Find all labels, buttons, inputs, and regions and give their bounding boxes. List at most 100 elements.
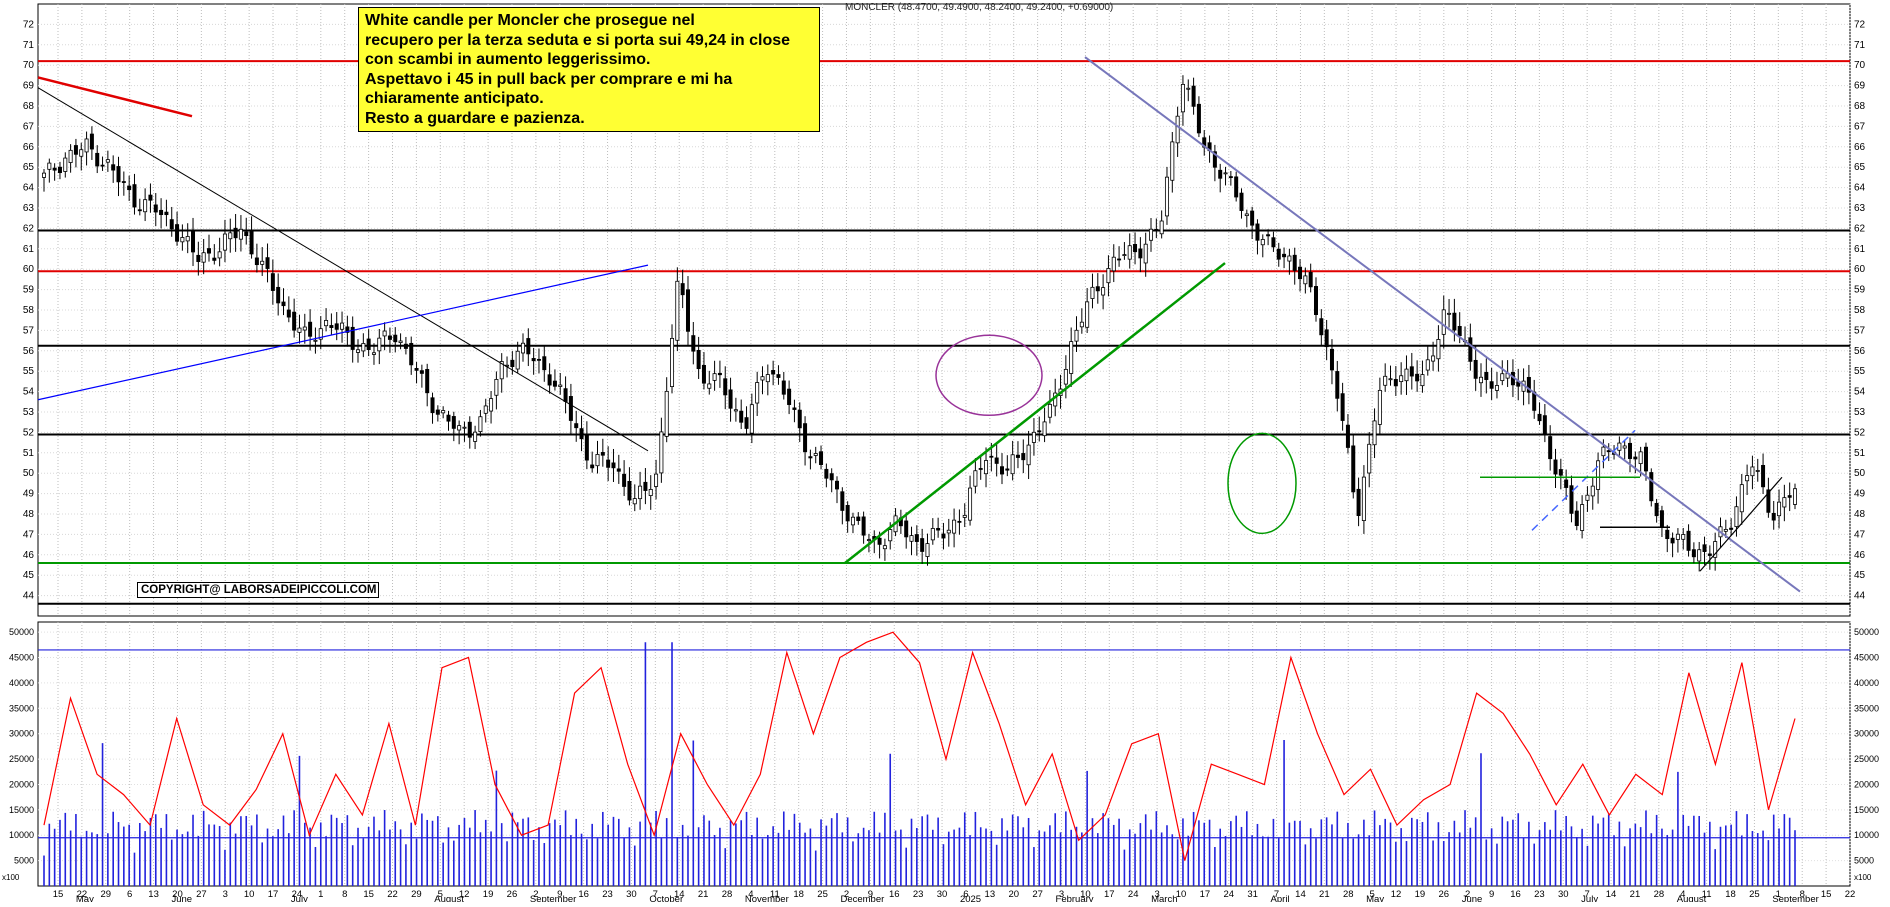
x-tick-label: 8 xyxy=(1800,889,1805,900)
candle-body xyxy=(664,390,669,437)
y-tick-label-right: 51 xyxy=(1854,448,1866,459)
candle-body xyxy=(909,535,914,542)
candle-body xyxy=(84,138,89,153)
candle-body xyxy=(1287,255,1292,262)
candle-body xyxy=(574,423,579,429)
candle-body xyxy=(483,405,488,414)
candle-body xyxy=(840,491,845,511)
x-month-label: May xyxy=(76,894,94,902)
candle-body xyxy=(1069,341,1074,374)
volume-y-tick-left: 30000 xyxy=(9,729,34,739)
candle-body xyxy=(1431,355,1436,362)
x-month-label: July xyxy=(291,894,308,902)
candle-body xyxy=(1622,445,1627,449)
y-tick-label-right: 62 xyxy=(1854,223,1866,234)
volume-y-tick-left: 50000 xyxy=(9,627,34,637)
candle-body xyxy=(1090,286,1095,299)
y-tick-label-right: 50 xyxy=(1854,468,1866,479)
candle-body xyxy=(824,468,829,479)
candle-body xyxy=(1191,85,1196,107)
x-tick-label: 3 xyxy=(1154,889,1159,900)
candle-body xyxy=(1218,169,1223,179)
candle-body xyxy=(1713,541,1718,558)
candle-body xyxy=(701,365,706,384)
y-tick-label-right: 65 xyxy=(1854,162,1866,173)
volume-y-tick-left: 25000 xyxy=(9,754,34,764)
x-month-label: 2025 xyxy=(960,894,981,902)
candle-body xyxy=(994,457,999,464)
candle-body xyxy=(340,322,345,330)
candle-body xyxy=(111,164,116,171)
candle-body xyxy=(1367,443,1372,474)
y-tick-label-left: 55 xyxy=(23,366,35,377)
candle-body xyxy=(1255,223,1260,241)
candle-body xyxy=(755,382,760,404)
candle-body xyxy=(1548,436,1553,460)
candle-body xyxy=(808,456,813,459)
candle-body xyxy=(1250,210,1255,226)
x-tick-label: 20 xyxy=(1008,889,1019,900)
candle-body xyxy=(776,374,781,378)
candle-body xyxy=(542,356,547,371)
x-tick-label: 11 xyxy=(770,889,780,900)
x-tick-label: 15 xyxy=(53,889,64,900)
candle-body xyxy=(164,211,169,216)
candle-body xyxy=(1633,456,1638,460)
candle-body xyxy=(1335,371,1340,399)
x-month-label: November xyxy=(745,894,789,902)
candle-body xyxy=(829,473,834,481)
y-tick-label-left: 57 xyxy=(23,325,35,336)
x-tick-label: 20 xyxy=(172,889,183,900)
trendline-short-up xyxy=(1699,476,1783,572)
candle-body xyxy=(153,204,158,213)
y-tick-label-left: 56 xyxy=(23,346,35,357)
x-month-label: April xyxy=(1271,894,1290,902)
candle-body xyxy=(52,167,57,171)
candle-body xyxy=(260,260,265,265)
candle-body xyxy=(691,335,696,352)
candle-body xyxy=(600,452,605,456)
candle-body xyxy=(547,374,552,386)
candle-body xyxy=(1361,476,1366,521)
candle-body xyxy=(228,232,233,240)
x-month-label: August xyxy=(1677,894,1707,902)
candle-body xyxy=(882,545,887,550)
candle-body xyxy=(494,379,499,396)
candle-body xyxy=(1175,115,1180,144)
x-tick-label: 5 xyxy=(438,889,443,900)
candle-body xyxy=(1356,488,1361,517)
candle-body xyxy=(1404,368,1409,382)
x-tick-label: 18 xyxy=(1725,889,1736,900)
candle-body xyxy=(1149,228,1154,241)
candle-body xyxy=(856,516,861,521)
candle-body xyxy=(845,504,850,522)
candle-body xyxy=(1399,375,1404,383)
candle-body xyxy=(659,431,664,474)
candle-body xyxy=(1782,497,1787,508)
volume-average-line xyxy=(43,631,1796,861)
candle-body xyxy=(403,343,408,349)
volume-y-tick-right: 35000 xyxy=(1854,703,1879,713)
x-tick-label: 21 xyxy=(1319,889,1330,900)
candle-body xyxy=(638,485,643,500)
candle-body xyxy=(866,539,871,541)
y-tick-label-left: 70 xyxy=(23,60,35,71)
candle-body xyxy=(175,224,180,242)
volume-y-tick-right: 45000 xyxy=(1854,653,1879,663)
candle-body xyxy=(1564,479,1569,488)
volume-y-tick-right: 25000 xyxy=(1854,754,1879,764)
candle-body xyxy=(441,410,446,414)
x-month-label: October xyxy=(649,894,683,902)
candle-body xyxy=(1649,472,1654,502)
candle-body xyxy=(1628,442,1633,459)
candle-body xyxy=(978,468,983,470)
x-tick-label: 6 xyxy=(127,889,132,900)
candle-body xyxy=(95,152,100,167)
candle-body xyxy=(1180,83,1185,113)
x-tick-label: 14 xyxy=(674,889,685,900)
candle-body xyxy=(611,462,616,469)
candle-body xyxy=(1473,359,1478,379)
candle-body xyxy=(1793,488,1798,505)
candle-body xyxy=(1085,301,1090,328)
